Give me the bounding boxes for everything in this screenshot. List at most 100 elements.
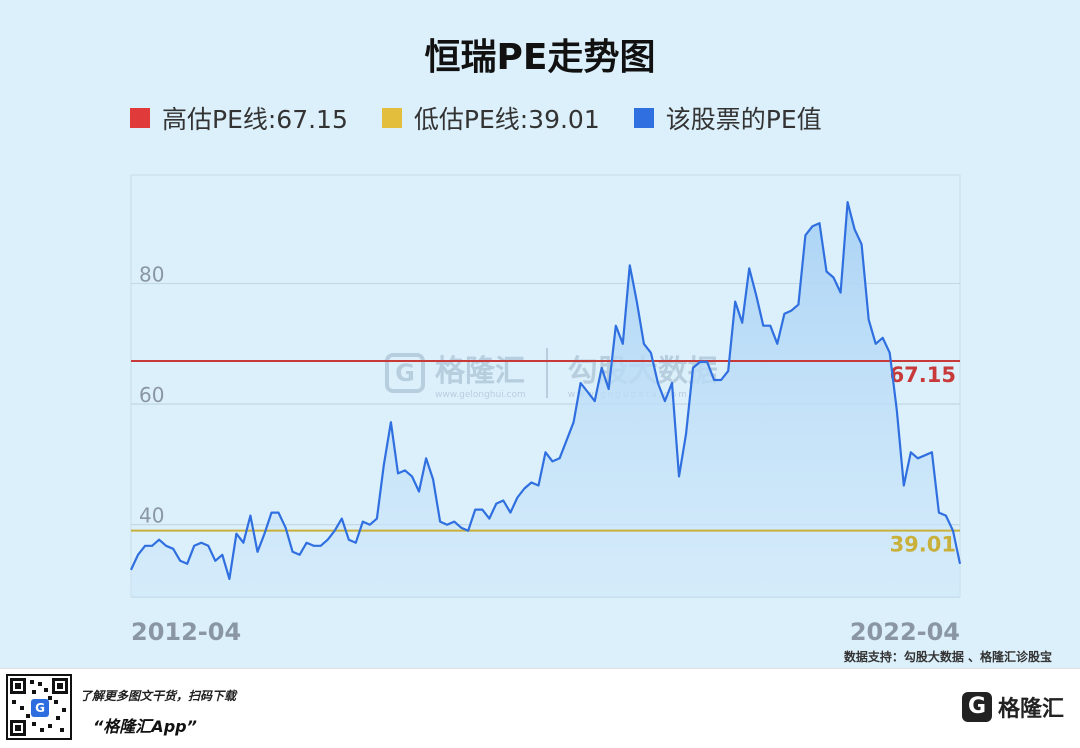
- data-point: [214, 560, 216, 562]
- data-point: [692, 367, 694, 369]
- data-point: [334, 530, 336, 532]
- data-point: [882, 337, 884, 339]
- legend-swatch-low-pe: [381, 108, 402, 128]
- data-point: [341, 517, 343, 519]
- data-point: [853, 228, 855, 230]
- data-point: [664, 400, 666, 402]
- data-point: [551, 460, 553, 462]
- data-point: [362, 520, 364, 522]
- data-point: [762, 325, 764, 327]
- qr-code-icon[interactable]: G: [6, 674, 72, 740]
- data-point: [818, 222, 820, 224]
- data-point: [291, 551, 293, 553]
- data-point: [706, 361, 708, 363]
- data-point: [910, 451, 912, 453]
- legend-item-high-pe: 高估PE线:67.15: [130, 100, 348, 136]
- data-point: [467, 530, 469, 532]
- x-tick-label-end: 2022-04: [850, 618, 960, 646]
- data-point: [397, 472, 399, 474]
- data-point: [734, 300, 736, 302]
- data-point: [608, 388, 610, 390]
- data-point: [249, 514, 251, 516]
- data-point: [832, 276, 834, 278]
- data-point: [151, 545, 153, 547]
- data-point: [678, 475, 680, 477]
- data-point: [896, 409, 898, 411]
- legend: 高估PE线:67.15 低估PE线:39.01 该股票的PE值: [130, 98, 822, 138]
- data-point: [200, 542, 202, 544]
- data-point: [495, 502, 497, 504]
- data-point: [537, 484, 539, 486]
- data-point: [875, 343, 877, 345]
- data-point: [355, 542, 357, 544]
- data-point: [516, 496, 518, 498]
- watermark-divider: [545, 348, 548, 398]
- data-point: [277, 511, 279, 513]
- data-point: [755, 294, 757, 296]
- data-point: [509, 511, 511, 513]
- data-point: [327, 539, 329, 541]
- watermark-logo-icon: G: [385, 353, 425, 393]
- data-point: [671, 382, 673, 384]
- data-point: [727, 370, 729, 372]
- reference-label-low: 39.01: [890, 533, 956, 557]
- data-point: [193, 545, 195, 547]
- data-point: [404, 469, 406, 471]
- data-point: [699, 361, 701, 363]
- data-point: [432, 478, 434, 480]
- data-point: [474, 508, 476, 510]
- data-point: [383, 463, 385, 465]
- data-point: [565, 439, 567, 441]
- footer-tagline: 了解更多图文干货，扫码下载: [80, 689, 237, 703]
- data-point: [601, 367, 603, 369]
- data-point: [797, 303, 799, 305]
- data-point: [186, 563, 188, 565]
- brand-logo-icon: G: [961, 692, 992, 722]
- legend-item-low-pe: 低估PE线:39.01: [381, 100, 600, 136]
- legend-label-low-pe: 低估PE线:39.01: [413, 105, 600, 134]
- reference-lines: 67.15 39.01: [131, 359, 960, 557]
- data-point: [320, 545, 322, 547]
- data-point: [242, 542, 244, 544]
- data-point: [270, 511, 272, 513]
- data-point: [924, 454, 926, 456]
- footer-bar: G 了解更多图文干货，扫码下载 “格隆汇App” G 格隆汇: [0, 668, 1080, 748]
- data-point: [256, 551, 258, 553]
- data-point: [348, 539, 350, 541]
- data-point: [615, 325, 617, 327]
- data-point: [544, 451, 546, 453]
- data-point: [572, 421, 574, 423]
- data-point: [425, 457, 427, 459]
- data-point: [650, 352, 652, 354]
- data-point: [636, 300, 638, 302]
- data-point: [938, 511, 940, 513]
- y-tick-label-80: 80: [139, 263, 164, 287]
- data-point: [172, 548, 174, 550]
- legend-swatch-stock-pe: [633, 108, 654, 128]
- data-point: [903, 484, 905, 486]
- data-point: [713, 379, 715, 381]
- data-point: [790, 309, 792, 311]
- data-point: [144, 545, 146, 547]
- data-point: [769, 325, 771, 327]
- data-point: [860, 243, 862, 245]
- data-point: [418, 490, 420, 492]
- data-source-note: 数据支持：勾股大数据 、格隆汇诊股宝: [843, 650, 1052, 664]
- data-point: [523, 487, 525, 489]
- data-point: [284, 527, 286, 529]
- x-tick-label-start: 2012-04: [131, 618, 241, 646]
- data-point: [453, 520, 455, 522]
- data-point: [558, 457, 560, 459]
- data-point: [481, 508, 483, 510]
- legend-label-stock-pe: 该股票的PE值: [665, 105, 822, 134]
- data-point: [165, 545, 167, 547]
- data-point: [207, 545, 209, 547]
- chart-title: 恒瑞PE走势图: [424, 37, 656, 78]
- data-point: [783, 313, 785, 315]
- data-point: [390, 421, 392, 423]
- data-point: [839, 291, 841, 293]
- data-point: [179, 560, 181, 562]
- data-point: [298, 554, 300, 556]
- x-axis-ticks: 2012-04 2022-04: [131, 618, 960, 646]
- data-point: [130, 569, 132, 571]
